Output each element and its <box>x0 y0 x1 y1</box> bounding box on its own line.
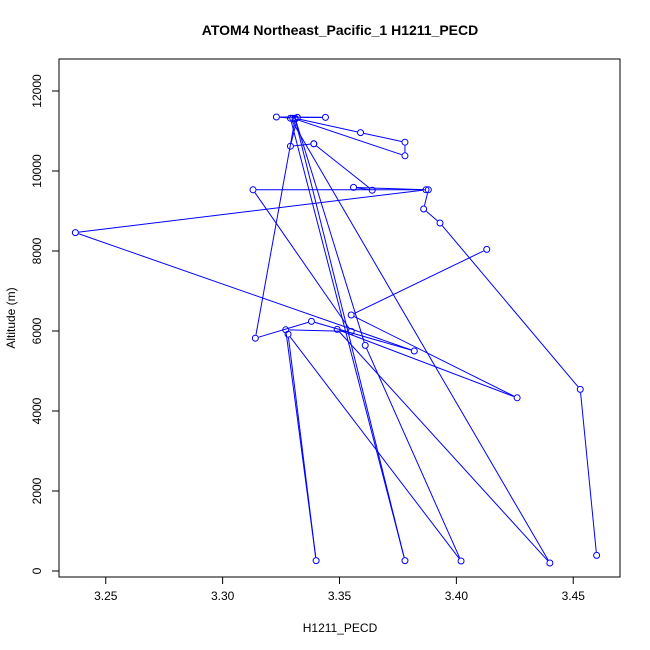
series-line-segment <box>295 121 365 343</box>
data-point <box>420 205 428 213</box>
x-tick-label: 3.35 <box>328 589 352 603</box>
series-line-segment <box>254 192 350 329</box>
data-point <box>593 551 601 559</box>
series-line-segment <box>291 120 549 561</box>
chart-title: ATOM4 Northeast_Pacific_1 H1211_PECD <box>202 22 479 38</box>
series-line-segment <box>295 118 402 156</box>
series-line-segment <box>423 193 428 206</box>
series-line-segment <box>316 145 370 189</box>
data-point <box>71 229 79 237</box>
data-point <box>424 186 432 194</box>
series-line-segment <box>293 143 311 147</box>
x-axis-label: H1211_PECD <box>303 621 378 635</box>
data-point <box>347 311 355 319</box>
data-point <box>272 113 280 121</box>
data-point <box>401 152 409 160</box>
series-line-segment <box>314 321 412 351</box>
series-line-segment <box>285 333 317 558</box>
x-tick-label: 3.40 <box>445 589 469 603</box>
series-line-segment <box>298 118 358 133</box>
data-point <box>312 557 320 565</box>
series-line-segment <box>290 121 405 558</box>
data-point <box>457 557 465 565</box>
data-point <box>368 186 376 194</box>
x-axis: 3.25 3.30 3.35 3.40 3.45 <box>94 577 585 603</box>
data-point <box>291 115 299 123</box>
series-line-segment <box>354 250 484 314</box>
y-axis: 0 2000 4000 6000 8000 10000 12000 <box>30 74 59 574</box>
y-tick-label: 10000 <box>30 154 44 188</box>
data-point <box>307 317 315 325</box>
y-tick-label: 0 <box>30 567 44 574</box>
plot-frame <box>58 58 621 578</box>
data-point <box>249 186 257 194</box>
series-line-segment <box>78 189 423 233</box>
data-point <box>286 114 294 122</box>
series-line-segment <box>255 122 295 335</box>
data-point <box>357 129 365 137</box>
y-tick-label: 2000 <box>30 477 44 504</box>
series-line-segment <box>295 122 405 558</box>
series-line-segment <box>258 321 309 338</box>
x-tick-label: 3.25 <box>94 589 118 603</box>
data-point <box>347 327 355 335</box>
data-point <box>286 142 294 150</box>
series-line-segment <box>580 392 597 552</box>
data-point <box>546 559 554 567</box>
series-line-segment <box>78 233 412 351</box>
y-tick-label: 12000 <box>30 74 44 108</box>
data-point <box>361 341 369 349</box>
series-line-segment <box>425 210 438 222</box>
data-point <box>310 140 318 148</box>
data-series <box>71 113 601 567</box>
data-point <box>410 347 418 355</box>
data-point <box>576 385 584 393</box>
y-tick-label: 6000 <box>30 317 44 344</box>
series-line-segment <box>340 330 515 398</box>
data-point <box>422 186 430 194</box>
y-axis-label: Altitude (m) <box>4 287 18 348</box>
data-point <box>350 183 358 191</box>
series-line-segment <box>354 316 515 397</box>
series-line-segment <box>441 225 579 388</box>
data-point <box>251 334 259 342</box>
series-line-segment <box>339 331 548 561</box>
data-point <box>436 219 444 227</box>
data-point <box>401 557 409 565</box>
data-point <box>321 113 329 121</box>
series-line-segment <box>289 336 460 559</box>
series-line-segment <box>289 329 348 332</box>
data-point <box>483 245 491 253</box>
data-point <box>401 138 409 146</box>
series-line-segment <box>366 348 461 559</box>
y-tick-label: 4000 <box>30 397 44 424</box>
data-point <box>333 325 341 333</box>
x-tick-label: 3.30 <box>211 589 235 603</box>
data-point <box>513 394 521 402</box>
series-line-segment <box>363 132 402 142</box>
data-point <box>282 326 290 334</box>
x-tick-label: 3.45 <box>562 589 586 603</box>
y-tick-label: 8000 <box>30 237 44 264</box>
